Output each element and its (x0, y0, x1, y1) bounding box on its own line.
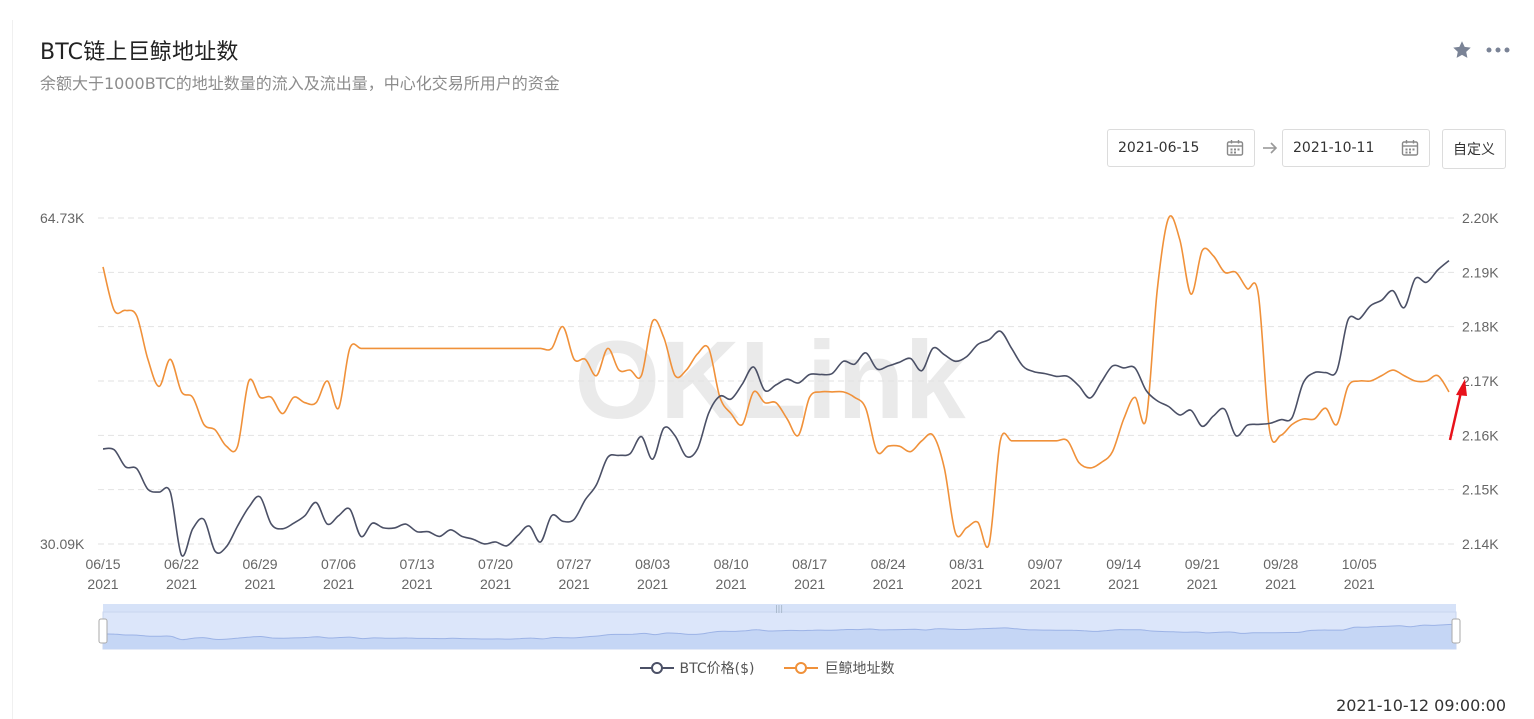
x-tick-date: 08/10 (714, 556, 749, 572)
series-line-btc (102, 259, 1450, 557)
x-tick-date: 08/03 (635, 556, 670, 572)
annotation-arrow-shaft (1448, 391, 1463, 441)
x-tick-date: 07/27 (557, 556, 592, 572)
slider-grip-icon: ||| (775, 604, 783, 613)
x-tick-year: 2021 (794, 576, 825, 592)
x-tick-year: 2021 (1344, 576, 1375, 592)
y-right-tick-label: 2.16K (1462, 427, 1499, 443)
x-tick-date: 06/29 (243, 556, 278, 572)
more-dots-icon[interactable] (1486, 38, 1510, 62)
chart-card (12, 20, 1523, 719)
x-tick-date: 09/28 (1263, 556, 1298, 572)
x-tick-year: 2021 (637, 576, 668, 592)
x-tick-date: 06/15 (85, 556, 120, 572)
x-tick-date: 07/20 (478, 556, 513, 572)
start-date-value: 2021-06-15 (1118, 140, 1200, 156)
annotation-arrow-head (1456, 379, 1467, 396)
page-subtitle: 余额大于1000BTC的地址数量的流入及流出量，中心化交易所用户的资金 (40, 74, 560, 93)
slider-preview-area (103, 624, 1456, 649)
end-date-input[interactable]: 2021-10-11 (1282, 129, 1430, 167)
x-tick-year: 2021 (1108, 576, 1139, 592)
page-title: BTC链上巨鲸地址数 (40, 40, 239, 65)
x-tick-date: 07/06 (321, 556, 356, 572)
start-date-input[interactable]: 2021-06-15 (1107, 129, 1255, 167)
x-tick-date: 09/07 (1028, 556, 1063, 572)
calendar-icon (1401, 140, 1419, 156)
legend-item-whale[interactable]: 巨鲸地址数 (784, 658, 894, 678)
slider-top-bar (103, 604, 1456, 612)
x-tick-year: 2021 (951, 576, 982, 592)
y-left-max-label: 64.73K (40, 210, 85, 226)
x-tick-year: 2021 (559, 576, 590, 592)
x-tick-date: 09/21 (1185, 556, 1220, 572)
custom-range-button[interactable]: 自定义 (1442, 129, 1506, 169)
header-actions (1450, 38, 1510, 62)
series-line-whale (102, 215, 1450, 548)
star-icon[interactable] (1450, 38, 1474, 62)
x-tick-year: 2021 (87, 576, 118, 592)
legend-label-whale: 巨鲸地址数 (824, 661, 895, 677)
x-tick-date: 08/24 (871, 556, 906, 572)
y-right-tick-label: 2.15K (1462, 482, 1499, 498)
chart-legend: BTC价格($) 巨鲸地址数 (0, 658, 1534, 678)
slider-preview-line (102, 623, 1457, 641)
legend-line-icon (784, 662, 819, 674)
slider-handle-left[interactable] (98, 618, 108, 644)
x-tick-year: 2021 (401, 576, 432, 592)
y-right-tick-label: 2.18K (1462, 319, 1499, 335)
x-tick-date: 10/05 (1342, 556, 1377, 572)
arrow-right-icon (1263, 142, 1278, 154)
x-tick-date: 09/14 (1106, 556, 1141, 572)
x-tick-date: 08/17 (792, 556, 827, 572)
x-tick-year: 2021 (166, 576, 197, 592)
calendar-icon (1226, 140, 1244, 156)
legend-item-btc[interactable]: BTC价格($) (639, 658, 755, 678)
legend-line-icon (639, 662, 674, 674)
x-tick-year: 2021 (873, 576, 904, 592)
y-left-min-label: 30.09K (40, 536, 85, 552)
x-tick-year: 2021 (1265, 576, 1296, 592)
x-tick-date: 07/13 (400, 556, 435, 572)
slider-handle-right[interactable] (1451, 618, 1461, 644)
x-tick-date: 06/22 (164, 556, 199, 572)
x-tick-year: 2021 (323, 576, 354, 592)
timestamp: 2021-10-12 09:00:00 (1336, 696, 1506, 715)
x-tick-year: 2021 (1187, 576, 1218, 592)
x-tick-year: 2021 (716, 576, 747, 592)
legend-label-btc: BTC价格($) (679, 661, 755, 677)
x-tick-date: 08/31 (949, 556, 984, 572)
x-tick-year: 2021 (1030, 576, 1061, 592)
y-right-tick-label: 2.14K (1462, 536, 1499, 552)
end-date-value: 2021-10-11 (1293, 140, 1375, 156)
y-right-tick-label: 2.19K (1462, 264, 1499, 280)
y-right-tick-label: 2.20K (1462, 210, 1499, 226)
x-tick-year: 2021 (480, 576, 511, 592)
y-right-tick-label: 2.17K (1462, 373, 1499, 389)
x-tick-year: 2021 (244, 576, 275, 592)
